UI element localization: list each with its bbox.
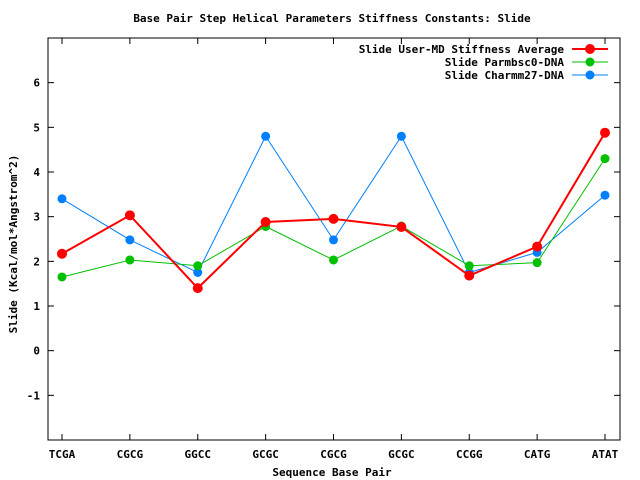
data-point — [532, 258, 542, 268]
y-axis-label: Slide (Kcal/mol*Angstrom^2) — [7, 155, 20, 334]
x-tick-label: CGCG — [320, 448, 347, 461]
x-tick-label: CCGG — [456, 448, 483, 461]
data-point — [193, 261, 203, 271]
data-point — [57, 194, 67, 204]
y-tick-label: 4 — [33, 166, 40, 179]
data-point — [396, 131, 406, 141]
x-axis: TCGA CGCG GGCC GCGC CGCG GCGC CCGG CATG ATAT — [49, 38, 619, 461]
legend-marker — [585, 44, 595, 54]
data-point — [124, 210, 135, 221]
data-point — [125, 255, 135, 265]
data-point — [260, 217, 271, 228]
legend-label: Slide Charmm27-DNA — [445, 69, 565, 82]
series-line — [61, 132, 606, 290]
y-tick-label: 1 — [33, 300, 40, 313]
data-point — [57, 248, 67, 259]
x-tick-label: CGCG — [117, 448, 144, 461]
data-point — [193, 268, 203, 277]
x-tick-label: TCGA — [49, 448, 76, 461]
legend-label: Slide User-MD Stiffness Average — [359, 43, 565, 56]
x-tick-label: GCGC — [252, 448, 279, 461]
data-point — [261, 131, 271, 141]
y-tick-label: 5 — [33, 121, 40, 134]
y-axis: -1 0 1 2 3 4 5 6 — [27, 77, 620, 402]
x-tick-label: GGCC — [185, 448, 212, 461]
data-point — [396, 221, 407, 232]
y-tick-label: 2 — [33, 255, 40, 268]
legend-marker — [585, 57, 595, 67]
data-point — [600, 154, 610, 164]
x-tick-label: CATG — [524, 448, 551, 461]
data-point — [532, 241, 543, 252]
data-point — [600, 190, 610, 200]
data-point — [57, 272, 67, 282]
chart-title: Base Pair Step Helical Parameters Stiffn… — [133, 12, 531, 25]
data-point — [464, 261, 474, 271]
legend-label: Slide Parmbsc0-DNA — [445, 56, 565, 69]
data-point — [464, 270, 475, 281]
y-tick-label: 3 — [33, 211, 40, 224]
data-point — [600, 127, 610, 138]
series-group — [57, 127, 610, 294]
x-tick-label: ATAT — [592, 448, 619, 461]
data-point — [328, 213, 339, 224]
x-tick-label: GCGC — [388, 448, 415, 461]
x-axis-label: Sequence Base Pair — [272, 466, 392, 479]
y-tick-label: 6 — [33, 77, 40, 90]
data-point — [329, 255, 338, 265]
legend-marker — [585, 70, 595, 80]
data-point — [329, 235, 338, 245]
y-tick-label: -1 — [27, 389, 41, 402]
y-tick-label: 0 — [33, 345, 40, 358]
data-point — [125, 235, 135, 245]
data-point — [192, 283, 203, 294]
